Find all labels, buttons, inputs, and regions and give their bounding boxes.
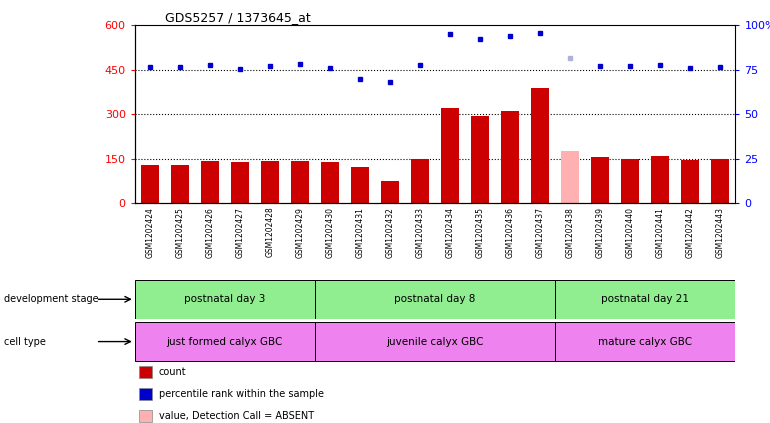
Bar <box>591 157 609 203</box>
Bar <box>201 161 219 203</box>
Bar <box>135 322 315 361</box>
Text: value, Detection Call = ABSENT: value, Detection Call = ABSENT <box>159 411 313 421</box>
Text: GSM1202426: GSM1202426 <box>206 207 214 258</box>
Text: juvenile calyx GBC: juvenile calyx GBC <box>387 337 484 346</box>
Text: GSM1202425: GSM1202425 <box>176 207 184 258</box>
Text: GSM1202442: GSM1202442 <box>686 207 695 258</box>
Bar <box>561 151 579 203</box>
Text: GSM1202428: GSM1202428 <box>266 207 274 258</box>
Text: GSM1202427: GSM1202427 <box>236 207 244 258</box>
Text: GSM1202435: GSM1202435 <box>476 207 484 258</box>
Text: GSM1202433: GSM1202433 <box>416 207 424 258</box>
Text: just formed calyx GBC: just formed calyx GBC <box>166 337 283 346</box>
Bar <box>621 159 639 203</box>
Text: GSM1202440: GSM1202440 <box>626 207 634 258</box>
Text: GDS5257 / 1373645_at: GDS5257 / 1373645_at <box>165 11 310 24</box>
Bar <box>711 159 729 203</box>
Text: GSM1202431: GSM1202431 <box>356 207 364 258</box>
Text: GSM1202439: GSM1202439 <box>596 207 604 258</box>
Text: percentile rank within the sample: percentile rank within the sample <box>159 389 323 399</box>
Text: GSM1202424: GSM1202424 <box>146 207 154 258</box>
Bar <box>651 156 669 203</box>
Text: GSM1202437: GSM1202437 <box>536 207 544 258</box>
Text: GSM1202430: GSM1202430 <box>326 207 334 258</box>
Bar <box>555 322 735 361</box>
Bar <box>171 165 189 203</box>
Bar <box>471 116 489 203</box>
Text: GSM1202429: GSM1202429 <box>296 207 304 258</box>
Text: GSM1202438: GSM1202438 <box>566 207 574 258</box>
Bar <box>381 181 399 203</box>
Bar <box>231 162 249 203</box>
Bar <box>351 167 369 203</box>
Text: GSM1202436: GSM1202436 <box>506 207 514 258</box>
Text: mature calyx GBC: mature calyx GBC <box>598 337 692 346</box>
Text: count: count <box>159 367 186 377</box>
Bar <box>315 322 555 361</box>
Bar <box>411 159 429 203</box>
Bar <box>321 162 339 203</box>
Bar <box>501 111 519 203</box>
Text: postnatal day 21: postnatal day 21 <box>601 294 689 304</box>
Bar <box>555 280 735 319</box>
Bar <box>141 165 159 203</box>
Text: GSM1202441: GSM1202441 <box>656 207 665 258</box>
Text: GSM1202443: GSM1202443 <box>716 207 725 258</box>
Bar <box>315 280 555 319</box>
Bar <box>135 280 315 319</box>
Text: postnatal day 8: postnatal day 8 <box>394 294 476 304</box>
Bar <box>531 88 549 203</box>
Text: postnatal day 3: postnatal day 3 <box>184 294 266 304</box>
Text: GSM1202434: GSM1202434 <box>446 207 454 258</box>
Bar <box>441 108 459 203</box>
Bar <box>681 160 699 203</box>
Bar <box>291 161 309 203</box>
Text: cell type: cell type <box>4 337 45 346</box>
Text: development stage: development stage <box>4 294 99 304</box>
Bar <box>261 161 279 203</box>
Text: GSM1202432: GSM1202432 <box>386 207 394 258</box>
